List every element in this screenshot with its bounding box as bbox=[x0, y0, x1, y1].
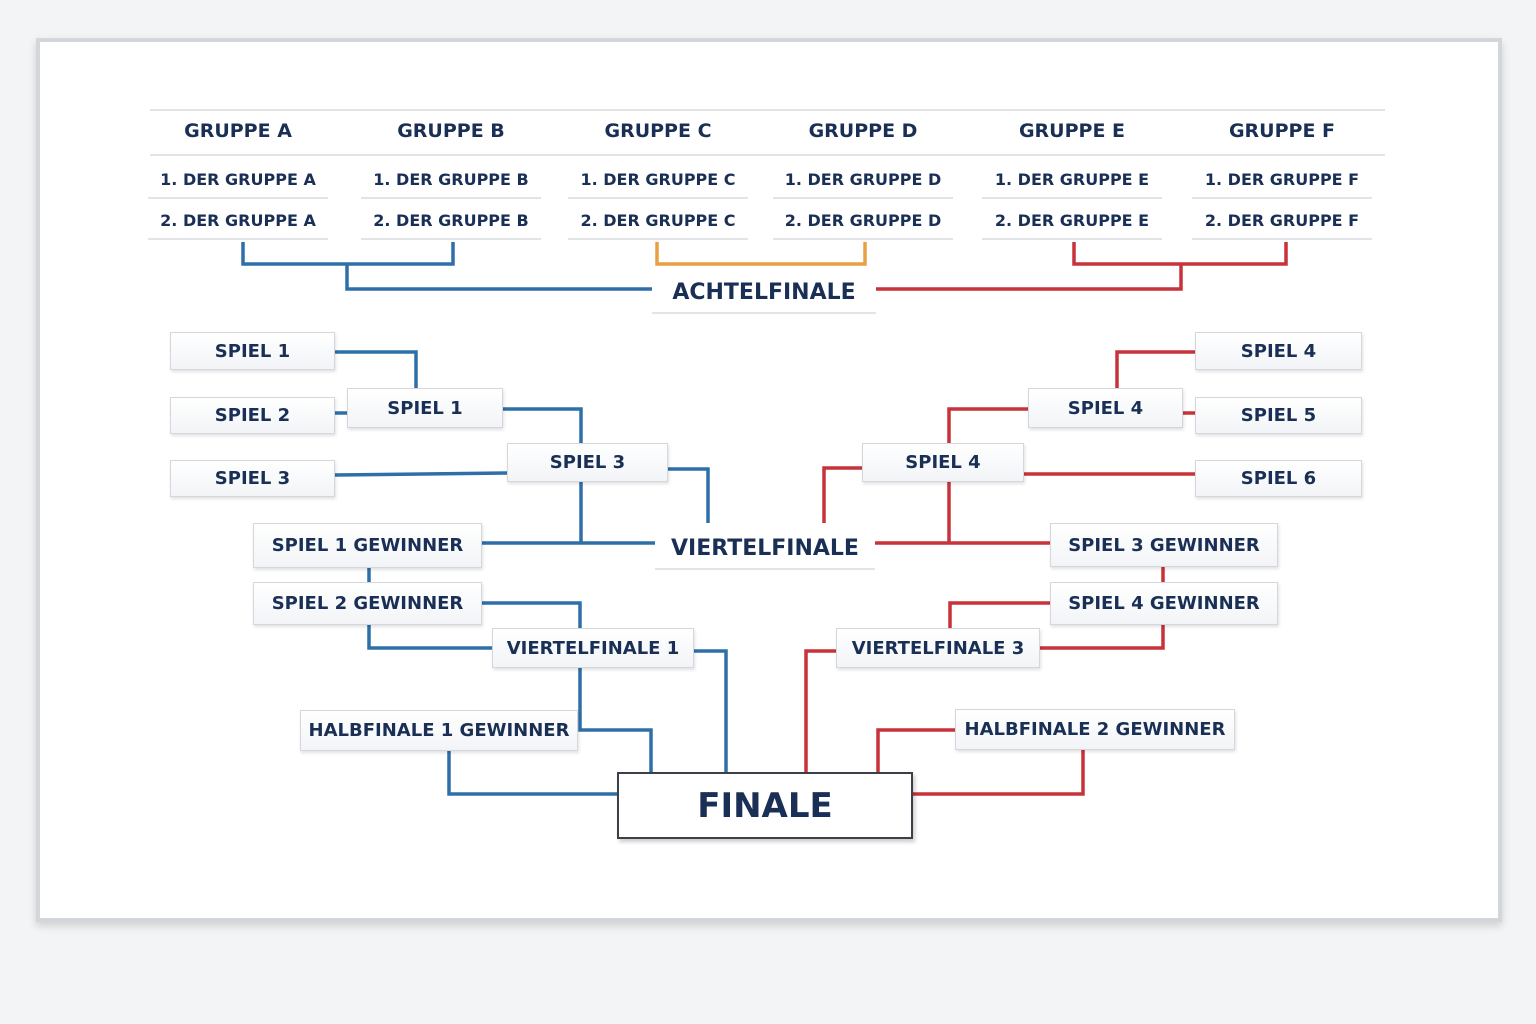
group-f-first: 1. DER GRUPPE F bbox=[1192, 170, 1372, 199]
left-semifinal-winner: HALBFINALE 1 GEWINNER bbox=[300, 710, 578, 751]
right-semifinal-winner: HALBFINALE 2 GEWINNER bbox=[955, 709, 1235, 750]
right-quarterfinal: VIERTELFINALE 3 bbox=[836, 628, 1040, 668]
group-b-first: 1. DER GRUPPE B bbox=[361, 170, 541, 199]
right-round2-match: SPIEL 4 bbox=[1028, 388, 1183, 428]
center-connector bbox=[655, 242, 867, 266]
group-f-second: 2. DER GRUPPE F bbox=[1192, 211, 1372, 240]
round-of-16-label: ACHTELFINALE bbox=[652, 272, 876, 314]
group-c-header: GRUPPE C bbox=[604, 120, 712, 142]
group-e-first: 1. DER GRUPPE E bbox=[982, 170, 1162, 199]
group-d-second: 2. DER GRUPPE D bbox=[773, 211, 953, 240]
left-round2-match: SPIEL 1 bbox=[347, 388, 503, 428]
right-match-6: SPIEL 6 bbox=[1195, 460, 1362, 497]
group-a-first: 1. DER GRUPPE A bbox=[148, 170, 328, 199]
group-e-header: GRUPPE E bbox=[1018, 120, 1126, 142]
right-match-5: SPIEL 5 bbox=[1195, 397, 1362, 434]
left-match-2: SPIEL 2 bbox=[170, 397, 335, 434]
group-c-second: 2. DER GRUPPE C bbox=[568, 211, 748, 240]
group-f-header: GRUPPE F bbox=[1228, 120, 1336, 142]
group-d-first: 1. DER GRUPPE D bbox=[773, 170, 953, 199]
left-match-1: SPIEL 1 bbox=[170, 332, 335, 370]
right-winner-2: SPIEL 4 GEWINNER bbox=[1050, 582, 1278, 625]
right-winner-1: SPIEL 3 GEWINNER bbox=[1050, 523, 1278, 567]
left-round3-match: SPIEL 3 bbox=[507, 443, 668, 482]
left-winner-2: SPIEL 2 GEWINNER bbox=[253, 582, 482, 625]
final-box: FINALE bbox=[617, 772, 913, 839]
group-c-first: 1. DER GRUPPE C bbox=[568, 170, 748, 199]
left-connectors bbox=[241, 242, 728, 796]
quarterfinal-label: VIERTELFINALE bbox=[655, 528, 875, 570]
group-e-second: 2. DER GRUPPE E bbox=[982, 211, 1162, 240]
left-match-3: SPIEL 3 bbox=[170, 460, 335, 497]
group-b-second: 2. DER GRUPPE B bbox=[361, 211, 541, 240]
right-round3-match: SPIEL 4 bbox=[862, 443, 1024, 482]
right-connectors bbox=[804, 242, 1288, 796]
left-winner-1: SPIEL 1 GEWINNER bbox=[253, 523, 482, 568]
group-a-header: GRUPPE A bbox=[184, 120, 292, 142]
right-match-4: SPIEL 4 bbox=[1195, 332, 1362, 370]
group-d-header: GRUPPE D bbox=[808, 120, 918, 142]
left-quarterfinal: VIERTELFINALE 1 bbox=[492, 628, 694, 668]
group-a-second: 2. DER GRUPPE A bbox=[148, 211, 328, 240]
group-b-header: GRUPPE B bbox=[397, 120, 505, 142]
